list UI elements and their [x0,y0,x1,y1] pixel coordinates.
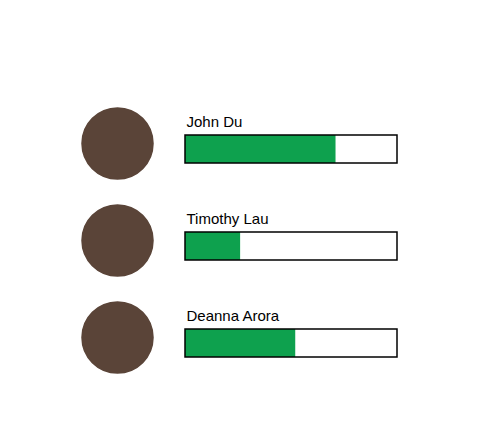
svg-text:Timothy Lau: Timothy Lau [187,210,269,227]
svg-text:John Du: John Du [187,113,243,130]
svg-text:Deanna Arora: Deanna Arora [187,307,280,324]
